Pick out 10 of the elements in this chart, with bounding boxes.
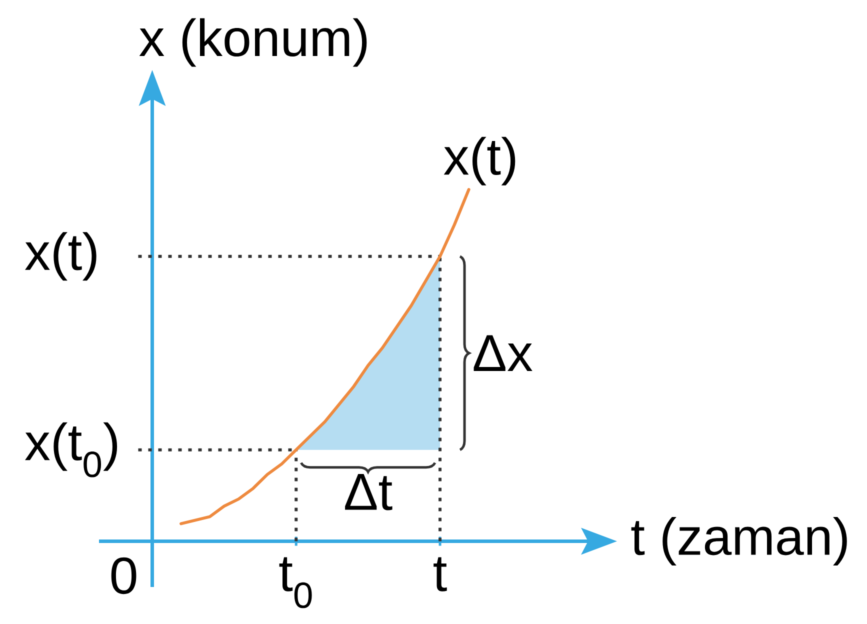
annotation: Δt	[345, 474, 392, 510]
annotation: Δx	[474, 335, 532, 372]
series-label: x(t)	[444, 136, 516, 186]
y-axis-title: x (konum)	[139, 18, 367, 67]
x-tick-label: 0	[111, 557, 136, 594]
x-axis-title: t (zaman)	[631, 517, 847, 566]
ref-line-label: x(t$_{0}$)	[25, 422, 118, 478]
ref-line-label: x(t)	[25, 232, 96, 281]
x-tick-label: t$_{0}$	[279, 557, 312, 608]
x-tick-label: t	[434, 557, 447, 592]
